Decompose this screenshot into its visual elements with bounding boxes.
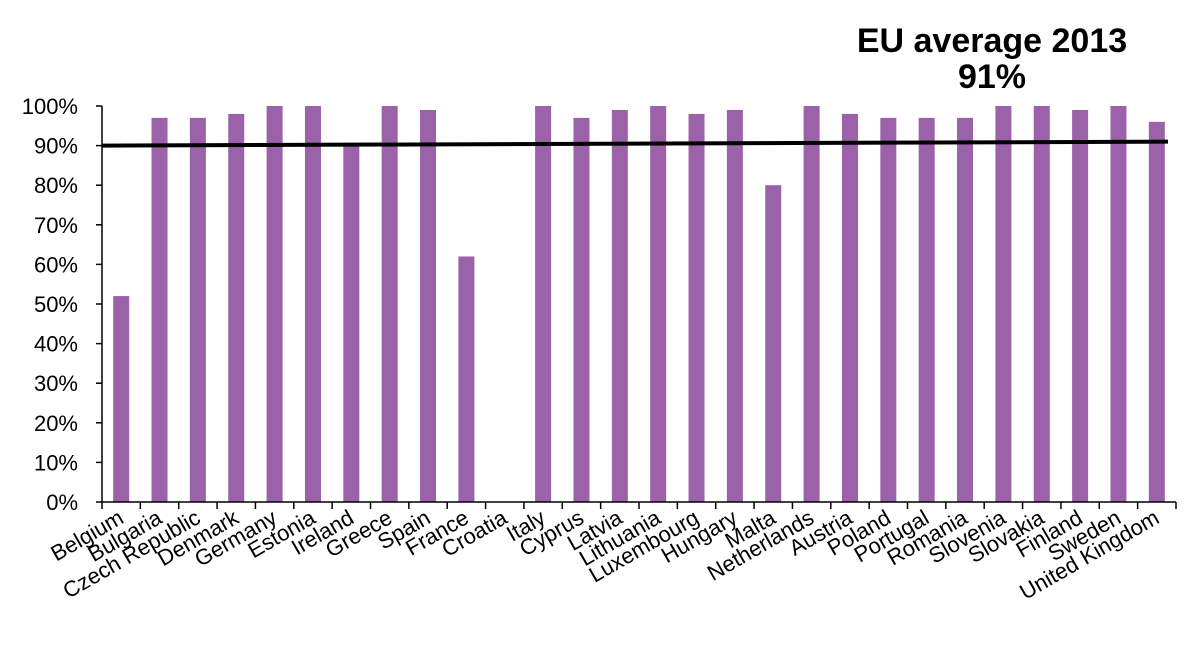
bar <box>803 106 820 502</box>
bar <box>535 106 552 502</box>
bar <box>458 256 475 502</box>
y-tick-label: 20% <box>34 411 78 436</box>
bar <box>1033 106 1050 502</box>
eu-average-line <box>101 139 1169 148</box>
bar <box>841 113 858 503</box>
annotation-title: EU average 2013 <box>857 22 1127 60</box>
bar <box>1148 121 1165 502</box>
bar <box>995 106 1012 502</box>
bar <box>1072 109 1089 503</box>
y-tick-label: 50% <box>34 292 78 317</box>
bar <box>381 106 398 502</box>
bar <box>343 145 360 502</box>
bar-series <box>113 106 1165 503</box>
bar <box>611 109 628 503</box>
bar <box>420 109 437 503</box>
bar <box>266 106 283 502</box>
y-tick-label: 0% <box>46 490 78 515</box>
y-tick-label: 40% <box>34 332 78 357</box>
bar <box>650 106 667 502</box>
bar <box>880 117 897 502</box>
y-axis: 0% 10% 20% 30% 40% 50% 60% 70% 80% 90% 100% <box>22 94 103 515</box>
bar <box>688 113 705 503</box>
bar <box>151 117 168 502</box>
annotation-value: 91% <box>958 58 1026 96</box>
bar <box>765 185 782 502</box>
bar <box>228 113 245 503</box>
bar <box>726 109 743 503</box>
bar <box>113 296 130 502</box>
y-tick-label: 70% <box>34 213 78 238</box>
bar <box>918 117 935 502</box>
y-tick-label: 90% <box>34 134 78 159</box>
y-tick-label: 10% <box>34 450 78 475</box>
y-tick-label: 60% <box>34 252 78 277</box>
y-tick-label: 30% <box>34 371 78 396</box>
bar <box>189 117 206 502</box>
y-tick-label: 80% <box>34 173 78 198</box>
bar <box>573 117 590 502</box>
y-tick-label: 100% <box>22 94 78 119</box>
bar <box>304 106 321 502</box>
bar <box>957 117 974 502</box>
bar <box>1110 106 1127 502</box>
